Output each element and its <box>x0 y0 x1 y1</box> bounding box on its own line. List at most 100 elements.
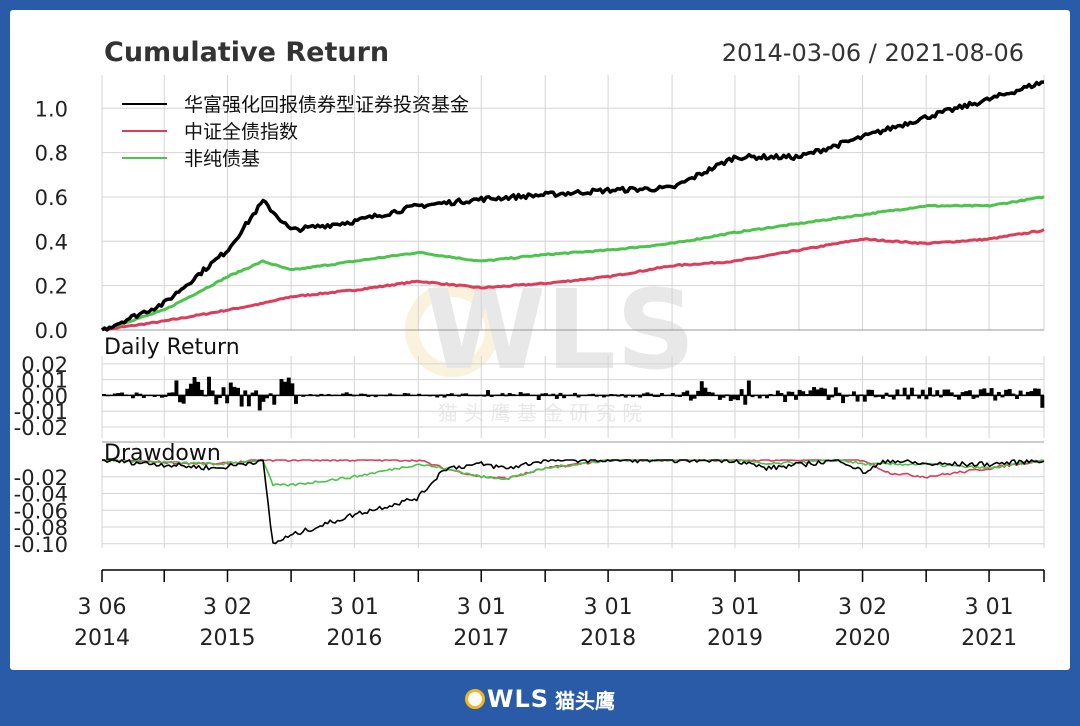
daily-return-bar <box>265 395 269 399</box>
daily-return-bar <box>112 393 117 396</box>
daily-return-bar <box>743 395 748 405</box>
daily-return-bar <box>185 388 190 396</box>
daily-return-bar <box>692 395 697 399</box>
daily-return-bar <box>1011 393 1016 396</box>
daily-return-bar <box>775 390 780 396</box>
daily-return-bar <box>928 387 932 396</box>
daily-return-bar <box>866 389 871 396</box>
daily-return-bar <box>920 389 925 396</box>
daily-return-bar <box>641 393 646 396</box>
daily-return-bar <box>163 395 168 397</box>
daily-return-bar <box>486 390 490 396</box>
cumulative-line-2 <box>101 195 1045 332</box>
daily-return-bar <box>645 392 650 396</box>
y-tick-label: -0.02 <box>14 416 68 440</box>
y-tick-label: -0.02 <box>14 466 68 490</box>
x-tick-label: 2019 <box>707 626 763 651</box>
daily-return-bar <box>283 381 288 396</box>
drawdown-line-0 <box>102 459 1045 545</box>
y-tick-label: 0.02 <box>21 353 68 377</box>
x-tick-label: 3 01 <box>457 595 506 620</box>
x-tick-label: 2017 <box>453 626 509 651</box>
daily-return-bar <box>435 395 440 398</box>
y-tick-label: -0.10 <box>14 533 68 557</box>
daily-return-bar <box>141 395 146 398</box>
daily-return-bar <box>188 383 193 396</box>
daily-return-bar <box>909 387 914 396</box>
y-tick-label: 0.6 <box>35 186 68 210</box>
daily-return-bar <box>812 387 817 396</box>
daily-return-bar <box>960 392 965 396</box>
daily-return-bar <box>862 395 867 402</box>
daily-return-bar <box>279 379 284 396</box>
daily-return-bar <box>739 389 744 396</box>
x-tick-label: 3 01 <box>584 595 633 620</box>
daily-return-bar <box>750 395 755 398</box>
daily-return-bar <box>250 392 255 396</box>
daily-return-bar <box>554 395 559 399</box>
daily-return-bar <box>656 395 661 397</box>
daily-return-bar <box>953 395 958 397</box>
y-tick-label: -0.08 <box>14 516 68 540</box>
cumulative-line-1 <box>101 228 1045 332</box>
daily-return-bar <box>949 392 954 396</box>
daily-return-bar <box>822 388 827 396</box>
daily-return-bar <box>525 393 530 396</box>
chart-card: WLS 猫 头 鹰 基 金 研 究 院 0.0 0.2 0.4 0.6 0.8 1.0 0.02… <box>10 10 1070 670</box>
daily-return-bar <box>167 392 172 396</box>
daily-return-bar <box>138 393 143 396</box>
daily-return-bar <box>794 395 798 400</box>
y-tick-label: 1.0 <box>35 97 68 121</box>
daily-return-bar <box>236 387 240 396</box>
daily-return-bar <box>1000 395 1005 398</box>
x-tick-label: 3 01 <box>965 595 1014 620</box>
daily-return-bar <box>837 392 842 396</box>
daily-return-bar <box>989 388 994 396</box>
daily-return-bar <box>1015 395 1019 399</box>
daily-return-bar <box>540 393 545 396</box>
daily-return-bar <box>786 391 791 396</box>
daily-return-bar <box>601 395 606 398</box>
daily-return-bar <box>551 393 556 396</box>
daily-return-bar <box>573 392 577 396</box>
y-tick-label: 0.8 <box>35 142 68 166</box>
daily-return-bar <box>826 395 831 400</box>
y-tick-label: 0.2 <box>35 275 68 299</box>
daily-return-bar <box>217 395 222 398</box>
daily-return-bar <box>449 393 454 396</box>
daily-return-bar <box>649 393 654 396</box>
daily-return-bar <box>728 395 733 402</box>
daily-return-bar <box>591 393 596 396</box>
x-tick-label: 3 06 <box>78 595 127 620</box>
daily-return-bar <box>221 387 226 396</box>
daily-return-bar <box>558 392 563 396</box>
legend-label: 中证全债指数 <box>184 121 298 143</box>
x-tick-label: 3 01 <box>330 595 379 620</box>
daily-return-bar <box>341 393 346 396</box>
daily-return-bar <box>199 389 204 396</box>
daily-return-bar <box>996 391 1001 396</box>
watermark-subtitle: 猫 头 鹰 基 金 研 究 院 <box>438 401 643 425</box>
daily-return-bar <box>982 388 987 396</box>
daily-return-bar <box>196 381 201 396</box>
daily-return-bar <box>460 393 465 396</box>
daily-return-bar <box>207 376 211 396</box>
daily-return-bar <box>246 395 251 407</box>
daily-return-bar <box>261 395 266 402</box>
daily-return-bar <box>703 387 708 396</box>
drawdown-title: Drawdown <box>104 441 221 466</box>
daily-return-bar <box>576 395 581 398</box>
daily-return-bar <box>319 393 324 396</box>
daily-return-bar <box>993 395 998 401</box>
daily-return-bar <box>685 390 690 396</box>
daily-return-bar <box>359 393 364 396</box>
daily-return-bar <box>225 395 230 404</box>
daily-return-bar <box>971 395 976 399</box>
daily-return-bar <box>1036 388 1041 396</box>
daily-return-bar <box>895 389 900 396</box>
daily-return-bar <box>178 395 183 403</box>
daily-return-bar <box>134 392 139 396</box>
daily-return-bar <box>710 392 715 396</box>
cumulative-line-0 <box>100 80 1045 332</box>
